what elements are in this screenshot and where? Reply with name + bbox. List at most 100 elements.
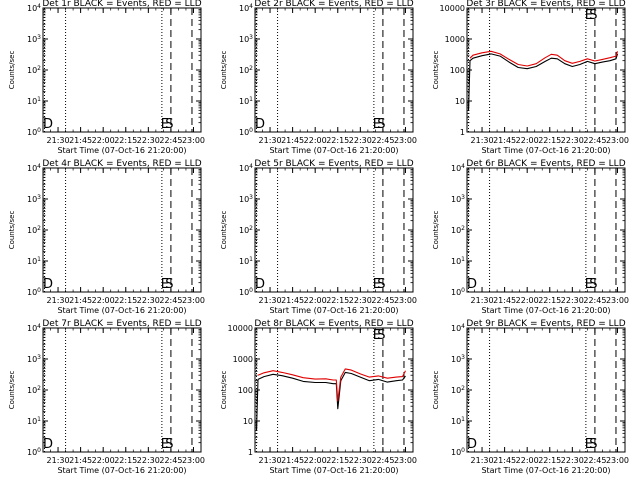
y-tick-label: 1000 <box>233 355 253 364</box>
y-tick-label: 104 <box>451 323 465 333</box>
y-tick-label: 102 <box>239 65 253 75</box>
x-tick-label: 21:30 <box>47 456 70 465</box>
y-tick-label: 101 <box>27 416 41 426</box>
y-tick-label: 104 <box>239 163 253 173</box>
x-tick-label: 22:15 <box>538 136 561 145</box>
x-tick-label: 22:00 <box>304 136 327 145</box>
x-tick-label: 22:45 <box>371 456 394 465</box>
y-tick-label: 103 <box>451 194 465 204</box>
series-events-line <box>467 53 619 111</box>
x-axis-label: Start Time (07-Oct-16 21:20:00) <box>481 146 610 155</box>
x-tick-label: 23:00 <box>394 136 417 145</box>
y-tick-label: 100 <box>239 127 253 137</box>
y-tick-label: 1 <box>460 128 465 137</box>
plot-frame <box>42 167 202 293</box>
panel-det-1: Det 1r BLACK = Events, RED = LLD 100 101 10… <box>8 0 205 155</box>
y-tick-label: 100 <box>238 386 253 395</box>
x-axis-label: Start Time (07-Oct-16 21:20:00) <box>57 466 186 475</box>
x-axis-label: Start Time (07-Oct-16 21:20:00) <box>269 466 398 475</box>
panel-title: Det 3r BLACK = Events, RED = LLD <box>466 0 625 9</box>
plot-frame <box>254 7 414 133</box>
annotation-d: D <box>43 437 53 452</box>
annotation-e: E <box>161 277 169 292</box>
x-tick-label: 22:15 <box>326 296 349 305</box>
x-tick-label: 21:45 <box>493 296 516 305</box>
x-tick-label: 21:30 <box>259 456 282 465</box>
x-tick-label: 22:30 <box>561 136 584 145</box>
x-tick-label: 23:00 <box>182 136 205 145</box>
annotation-e: E <box>585 437 593 452</box>
x-axis-label: Start Time (07-Oct-16 21:20:00) <box>481 466 610 475</box>
panel-title: Det 4r BLACK = Events, RED = LLD <box>42 159 201 169</box>
y-tick-label: 102 <box>27 385 41 395</box>
y-tick-label: 101 <box>27 256 41 266</box>
y-tick-label: 104 <box>27 3 41 13</box>
x-tick-label: 21:45 <box>493 136 516 145</box>
plot-frame <box>466 327 626 453</box>
annotation-s: S <box>377 328 385 343</box>
annotation-d: D <box>467 437 477 452</box>
annotation-e: E <box>161 117 169 132</box>
y-tick-label: 100 <box>27 287 41 297</box>
annotation-s: S <box>589 277 597 292</box>
x-tick-label: 22:15 <box>326 136 349 145</box>
annotation-e: E <box>585 8 593 23</box>
annotation-s: S <box>377 117 385 132</box>
y-tick-label: 1000 <box>445 35 465 44</box>
x-axis-label: Start Time (07-Oct-16 21:20:00) <box>269 306 398 315</box>
x-tick-label: 22:45 <box>371 136 394 145</box>
x-tick-label: 23:00 <box>182 456 205 465</box>
y-tick-label: 104 <box>451 163 465 173</box>
x-tick-label: 21:30 <box>471 136 494 145</box>
x-tick-label: 22:30 <box>349 456 372 465</box>
x-tick-label: 22:45 <box>159 456 182 465</box>
x-axis-label: Start Time (07-Oct-16 21:20:00) <box>481 306 610 315</box>
y-tick-label: 102 <box>451 225 465 235</box>
y-tick-label: 101 <box>27 96 41 106</box>
y-axis-label: Counts/sec <box>220 211 228 250</box>
x-tick-label: 22:00 <box>516 136 539 145</box>
x-tick-label: 23:00 <box>606 456 629 465</box>
x-tick-label: 21:30 <box>259 296 282 305</box>
series-lld-line <box>257 368 406 402</box>
y-tick-label: 102 <box>239 225 253 235</box>
x-tick-label: 21:45 <box>281 136 304 145</box>
annotation-e: E <box>373 277 381 292</box>
plot-frame <box>466 167 626 293</box>
panel-title: Det 1r BLACK = Events, RED = LLD <box>42 0 201 9</box>
x-tick-label: 22:30 <box>561 456 584 465</box>
x-tick-label: 22:15 <box>114 456 137 465</box>
annotation-d: D <box>255 117 265 132</box>
y-tick-label: 103 <box>239 194 253 204</box>
panel-title: Det 8r BLACK = Events, RED = LLD <box>254 319 413 329</box>
series-lld-line <box>469 50 619 67</box>
annotation-s: S <box>165 117 173 132</box>
y-axis-label: Counts/sec <box>8 51 16 90</box>
annotation-d: D <box>255 277 265 292</box>
x-tick-label: 23:00 <box>606 296 629 305</box>
annotation-d: D <box>467 277 477 292</box>
x-tick-label: 22:30 <box>137 456 160 465</box>
x-tick-label: 23:00 <box>394 456 417 465</box>
x-tick-label: 21:45 <box>69 296 92 305</box>
x-axis-label: Start Time (07-Oct-16 21:20:00) <box>57 306 186 315</box>
y-tick-label: 100 <box>27 127 41 137</box>
y-tick-label: 100 <box>451 287 465 297</box>
x-tick-label: 22:45 <box>583 456 606 465</box>
x-tick-label: 22:30 <box>349 136 372 145</box>
x-tick-label: 22:30 <box>137 296 160 305</box>
x-tick-label: 22:15 <box>538 296 561 305</box>
x-tick-label: 21:45 <box>493 456 516 465</box>
plot-frame <box>42 7 202 133</box>
x-tick-label: 22:45 <box>159 296 182 305</box>
panel-title: Det 7r BLACK = Events, RED = LLD <box>42 319 201 329</box>
annotation-d: D <box>43 277 53 292</box>
x-tick-label: 22:30 <box>137 136 160 145</box>
x-tick-label: 22:45 <box>159 136 182 145</box>
y-tick-label: 104 <box>27 163 41 173</box>
x-tick-label: 23:00 <box>182 296 205 305</box>
panel-title: Det 2r BLACK = Events, RED = LLD <box>254 0 413 9</box>
x-tick-label: 22:45 <box>371 296 394 305</box>
x-tick-label: 21:45 <box>69 456 92 465</box>
x-tick-label: 22:00 <box>304 456 327 465</box>
